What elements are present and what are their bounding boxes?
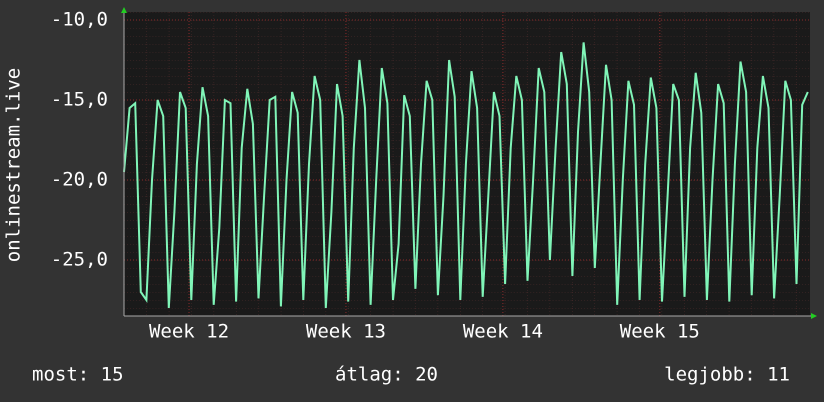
series-line (123, 42, 809, 309)
y-tick-label: -15,0 (51, 89, 108, 111)
y-arrow (121, 7, 127, 13)
x-tick-label: Week 15 (620, 321, 700, 343)
stat: legjobb: 11 (664, 364, 790, 386)
x-tick-label: Week 12 (149, 321, 229, 343)
minor-grid (124, 12, 810, 316)
x-arrow (811, 313, 817, 319)
y-tick-label: -25,0 (51, 249, 108, 271)
marks (123, 12, 810, 316)
x-tick-label: Week 14 (463, 321, 543, 343)
x-tick-label: Week 13 (306, 321, 386, 343)
y-axis-label: onlinestream.live (3, 68, 25, 262)
y-tick-label: -20,0 (51, 169, 108, 191)
stat: átlag: 20 (335, 364, 438, 386)
y-tick-label: -10,0 (51, 9, 108, 31)
stat: most: 15 (32, 364, 124, 386)
